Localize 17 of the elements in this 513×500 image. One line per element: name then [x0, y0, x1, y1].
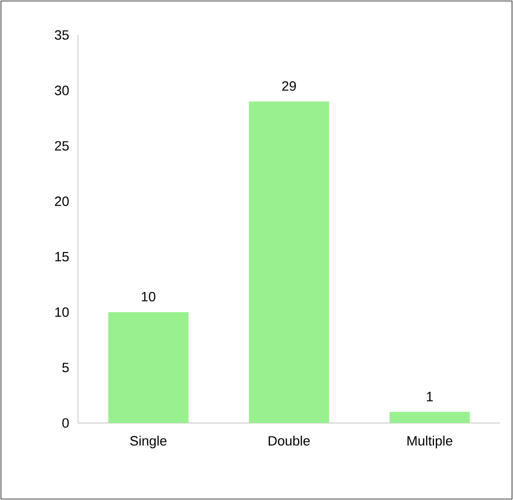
y-tick-label: 5: [62, 362, 69, 372]
bar: [390, 412, 470, 423]
y-tick-label: 15: [55, 252, 69, 262]
y-tick-label: 25: [54, 141, 69, 151]
x-tick-label: Multiple: [408, 436, 452, 448]
y-tick-label: 30: [54, 86, 69, 96]
y-tick-label: 20: [54, 196, 69, 206]
x-tick-label: Double: [268, 436, 310, 446]
data-label: 1: [426, 392, 433, 402]
x-tick-label: Single: [130, 436, 166, 448]
y-tick-label: 35: [54, 30, 69, 40]
y-tick-label: 10: [55, 307, 69, 317]
bar: [108, 312, 188, 423]
y-tick-label: 0: [62, 418, 69, 428]
data-label: 10: [142, 292, 156, 302]
data-label: 29: [282, 81, 296, 91]
bar: [248, 102, 330, 423]
